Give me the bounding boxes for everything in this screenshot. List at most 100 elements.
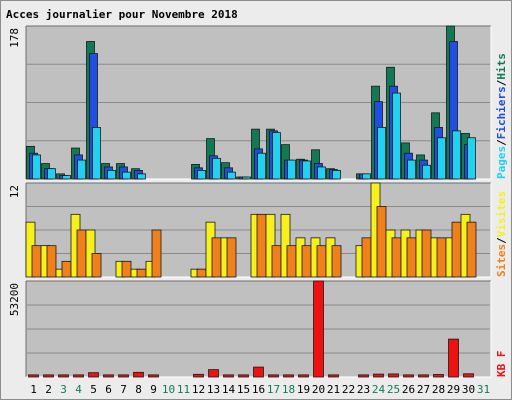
bar-kbytes-kb-f-day-25: [388, 373, 399, 378]
x-tick-label-day-7: 7: [120, 383, 127, 396]
bar-visits-sites-day-3: [61, 260, 72, 278]
bar-kbytes-kb-f-day-29: [448, 338, 459, 378]
panel-kbytes-legend-item-1: KB F: [495, 351, 508, 378]
bar-visits-sites-day-28: [436, 237, 447, 278]
bar-visits-sites-day-17: [271, 245, 282, 278]
bar-kbytes-kb-f-day-3: [58, 374, 69, 378]
bar-hits-pages-day-28: [437, 137, 446, 180]
bar-visits-sites-day-5: [91, 253, 102, 278]
bar-kbytes-kb-f-day-18: [283, 374, 294, 378]
bar-hits-pages-day-3: [62, 175, 71, 180]
bar-kbytes-kb-f-day-17: [268, 374, 279, 378]
bar-kbytes-kb-f-day-13: [208, 369, 219, 378]
bar-kbytes-kb-f-day-21: [328, 374, 339, 378]
bar-visits-sites-day-19: [301, 245, 312, 278]
x-tick-label-day-2: 2: [45, 383, 52, 396]
panel-kbytes-legend: KB F: [495, 351, 508, 378]
panel-hits-legend-item-2: /: [495, 139, 508, 146]
x-tick-label-day-3: 3: [60, 383, 67, 396]
bar-visits-sites-day-13: [211, 237, 222, 278]
panel-hits-legend-item-5: Hits: [495, 53, 508, 80]
bar-hits-pages-day-24: [377, 127, 386, 180]
bar-kbytes-kb-f-day-26: [403, 374, 414, 378]
bar-kbytes-kb-f-day-6: [103, 374, 114, 378]
bar-kbytes-kb-f-day-5: [88, 372, 99, 378]
x-tick-label-day-22: 22: [342, 383, 355, 396]
x-tick-label-day-26: 26: [402, 383, 415, 396]
x-tick-label-day-6: 6: [105, 383, 112, 396]
bar-visits-sites-day-24: [376, 206, 387, 278]
bar-visits-sites-day-18: [286, 245, 297, 278]
bar-hits-pages-day-21: [332, 170, 341, 180]
bar-kbytes-kb-f-day-20: [313, 280, 324, 378]
panel-visits-legend-item-3: Visites: [495, 191, 508, 237]
panel-visits-legend-item-1: Sites: [495, 244, 508, 277]
bar-hits-pages-day-18: [287, 159, 296, 180]
x-tick-label-day-27: 27: [417, 383, 430, 396]
x-tick-label-day-9: 9: [150, 383, 157, 396]
chart-title: Acces journalier pour Novembre 2018: [6, 8, 238, 21]
bar-visits-sites-day-14: [226, 237, 237, 278]
bar-visits-sites-day-20: [316, 245, 327, 278]
bar-visits-sites-day-4: [76, 229, 87, 278]
bar-visits-sites-day-29: [451, 221, 462, 278]
bar-hits-pages-day-6: [107, 170, 116, 180]
bar-visits-sites-day-21: [331, 245, 342, 278]
bar-visits-sites-day-30: [466, 221, 477, 278]
bar-hits-pages-day-25: [392, 92, 401, 180]
x-tick-label-day-5: 5: [90, 383, 97, 396]
bar-kbytes-kb-f-day-2: [43, 374, 54, 378]
bar-hits-pages-day-12: [197, 170, 206, 180]
bar-hits-pages-day-14: [227, 171, 236, 180]
x-tick-label-day-8: 8: [135, 383, 142, 396]
x-tick-label-day-21: 21: [327, 383, 340, 396]
bar-visits-sites-day-7: [121, 260, 132, 278]
bar-visits-sites-day-26: [406, 237, 417, 278]
x-tick-label-day-10: 10: [162, 383, 175, 396]
panel-hits-ymax-label: 178: [8, 28, 21, 48]
bar-hits-pages-day-8: [137, 173, 146, 180]
bar-hits-pages-day-7: [122, 171, 131, 180]
panel-visits: 12 Sites/Visites: [8, 182, 508, 278]
bar-kbytes-kb-f-day-8: [133, 371, 144, 378]
bar-visits-sites-day-23: [361, 237, 372, 278]
bar-visits-sites-day-12: [196, 268, 207, 278]
bar-kbytes-kb-f-day-23: [358, 374, 369, 378]
bar-hits-pages-day-5: [92, 127, 101, 180]
x-tick-label-day-15: 15: [237, 383, 250, 396]
bar-visits-sites-day-16: [256, 213, 267, 278]
panel-visits-legend: Sites/Visites: [495, 191, 508, 277]
bar-kbytes-kb-f-day-4: [73, 374, 84, 378]
bar-kbytes-kb-f-day-16: [253, 366, 264, 378]
bar-hits-pages-day-19: [302, 160, 311, 180]
x-tick-label-day-14: 14: [222, 383, 236, 396]
bar-hits-pages-day-2: [47, 168, 56, 180]
bar-kbytes-kb-f-day-28: [433, 374, 444, 378]
bar-hits-pages-day-27: [422, 164, 431, 180]
bar-kbytes-kb-f-day-27: [418, 374, 429, 378]
bar-kbytes-kb-f-day-9: [148, 374, 159, 378]
bar-hits-pages-day-29: [452, 130, 461, 180]
bar-kbytes-kb-f-day-19: [298, 374, 309, 378]
bar-visits-sites-day-1: [31, 245, 42, 278]
bar-hits-pages-day-20: [317, 166, 326, 180]
x-tick-label-day-17: 17: [267, 383, 280, 396]
bar-kbytes-kb-f-day-1: [28, 374, 39, 378]
x-tick-label-day-29: 29: [447, 383, 460, 396]
bar-visits-sites-day-2: [46, 245, 57, 278]
bar-kbytes-kb-f-day-24: [373, 373, 384, 378]
bar-visits-sites-day-25: [391, 237, 402, 278]
bar-hits-pages-day-15: [242, 176, 251, 180]
panel-hits-legend-item-4: /: [495, 79, 508, 86]
x-tick-label-day-30: 30: [462, 383, 475, 396]
panel-hits-legend-item-3: Fichiers: [495, 86, 508, 139]
x-tick-label-day-28: 28: [432, 383, 445, 396]
x-tick-label-day-18: 18: [282, 383, 295, 396]
bar-visits-sites-day-8: [136, 268, 147, 278]
bar-kbytes-kb-f-day-15: [238, 374, 249, 378]
x-tick-label-day-25: 25: [387, 383, 400, 396]
x-tick-label-day-16: 16: [252, 383, 265, 396]
